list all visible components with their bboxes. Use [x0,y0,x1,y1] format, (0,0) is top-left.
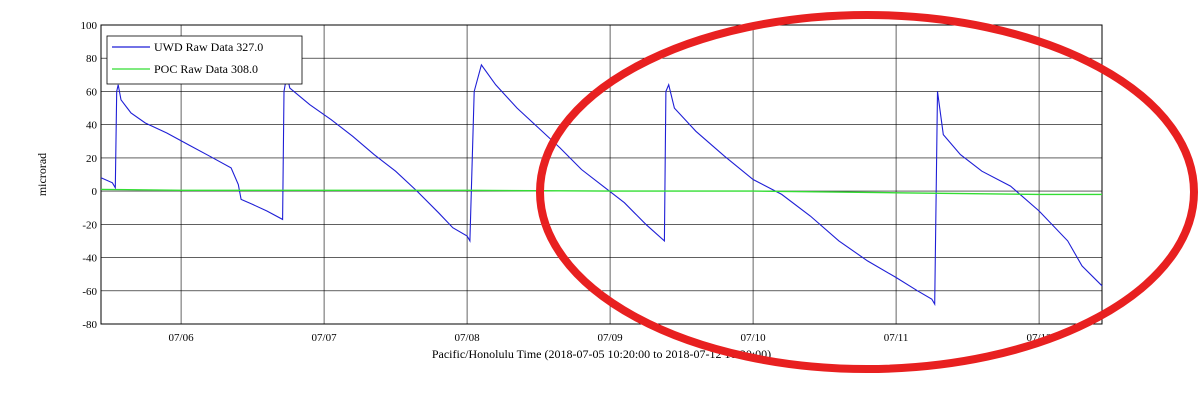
y-tick-label: -60 [82,286,97,298]
x-ticks: 07/06 07/07 07/08 07/09 07/10 07/11 07/12 [169,332,1052,344]
y-axis-title: microrad [35,153,49,196]
plot-frame [100,24,1103,325]
y-tick-label: 100 [81,20,98,32]
series-lines [100,63,1103,307]
y-tick-label: 0 [92,186,98,198]
legend: UWD Raw Data 327.0 POC Raw Data 308.0 [106,35,303,85]
y-tick-label: 60 [86,86,98,98]
series-line-uwd [100,63,1103,307]
x-tick-label: 07/06 [169,332,195,344]
x-tick-label: 07/11 [884,332,909,344]
x-tick-label: 07/07 [312,332,338,344]
x-tick-label: 07/08 [455,332,481,344]
axes [100,24,1103,325]
x-tick-label: 07/10 [741,332,767,344]
y-tick-label: 40 [86,120,98,132]
legend-box [106,35,303,85]
legend-label-uwd: UWD Raw Data 327.0 [154,40,263,54]
y-tick-label: -80 [82,319,97,331]
legend-label-poc: POC Raw Data 308.0 [154,62,258,76]
y-tick-label: 20 [86,153,98,165]
y-tick-label: 80 [86,53,98,65]
highlight-ellipse [536,11,1198,373]
x-tick-label: 07/09 [598,332,624,344]
y-tick-label: -40 [82,253,97,265]
y-tick-label: -20 [82,219,97,231]
y-ticks: -80 -60 -40 -20 0 20 40 60 80 100 [81,20,98,331]
series-line-poc [100,188,1102,196]
x-axis-title: Pacific/Honolulu Time (2018-07-05 10:20:… [432,347,771,361]
